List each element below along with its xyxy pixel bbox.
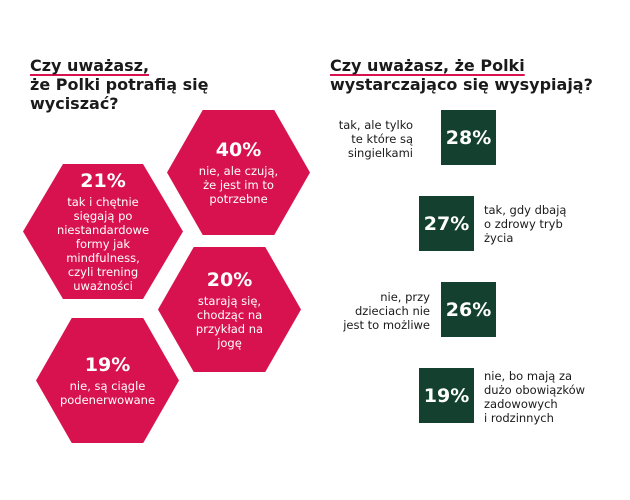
- left-question-heading: Czy uważasz, że Polki potrafią się wycis…: [30, 56, 250, 113]
- answer-label-28: tak, ale tylko te które są singielkami: [338, 118, 413, 160]
- hexagon-label: tak i chętnie sięgają po niestandardowe …: [56, 195, 150, 293]
- right-question-heading: Czy uważasz, że Polki wystarczająco się …: [330, 56, 620, 94]
- hexagon-answer-20: 20% starają się, chodząc na przykład na …: [158, 247, 301, 372]
- hexagon-percentage: 21%: [80, 170, 126, 192]
- percentage-box-19: 19%: [419, 368, 474, 423]
- hexagon-label: starają się, chodząc na przykład na jogę: [195, 294, 264, 350]
- hexagon-answer-19: 19% nie, są ciągle podenerwowane: [36, 318, 179, 443]
- answer-label-19: nie, bo mają za dużo obowiązków zadowowy…: [484, 369, 586, 425]
- left-heading-line-1: Czy uważasz,: [30, 56, 150, 75]
- left-heading-line-3: wyciszać?: [30, 94, 119, 113]
- percentage-box-26: 26%: [441, 282, 496, 337]
- right-heading-line-1: Czy uważasz, że Polki: [330, 56, 525, 75]
- percentage-box-28: 28%: [441, 110, 496, 165]
- hexagon-percentage: 19%: [84, 354, 131, 376]
- right-heading-line-2: wystarczająco się wysypiają?: [330, 75, 593, 94]
- hexagon-percentage: 20%: [206, 269, 253, 291]
- answer-label-27: tak, gdy dbają o zdrowy tryb życia: [484, 203, 567, 245]
- percentage-box-27: 27%: [419, 196, 474, 251]
- left-heading-line-2: że Polki potrafią się: [30, 75, 209, 94]
- hexagon-answer-40: 40% nie, ale czują, że jest im to potrze…: [167, 110, 310, 235]
- hexagon-label: nie, ale czują, że jest im to potrzebne: [198, 164, 279, 206]
- answer-label-26: nie, przy dzieciach nie jest to możliwe: [343, 290, 430, 332]
- hexagon-answer-21: 21% tak i chętnie sięgają po niestandard…: [23, 164, 183, 299]
- hexagon-percentage: 40%: [215, 139, 262, 161]
- hexagon-label: nie, są ciągle podenerwowane: [59, 379, 156, 407]
